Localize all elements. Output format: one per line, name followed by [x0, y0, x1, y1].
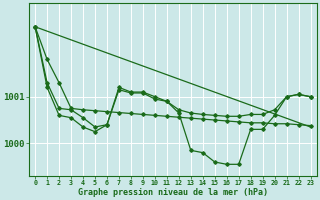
X-axis label: Graphe pression niveau de la mer (hPa): Graphe pression niveau de la mer (hPa)	[78, 188, 268, 197]
